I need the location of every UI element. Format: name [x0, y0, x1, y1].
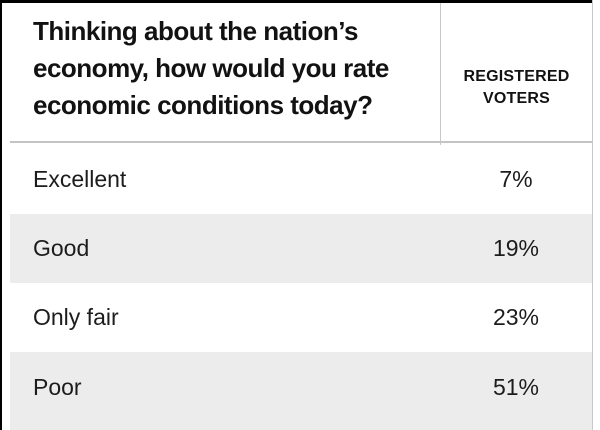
row-value: 51%: [492, 374, 540, 400]
table-body: Excellent 7% Good 19% Only fair 23% Poor…: [10, 145, 592, 430]
table-row: Good 19%: [10, 214, 592, 283]
row-value: 23%: [492, 304, 540, 330]
table-row: Excellent 7%: [10, 145, 592, 214]
row-value: 19%: [492, 235, 540, 261]
column-header-registered-voters: REGISTERED VOTERS: [463, 68, 570, 107]
header-rule: [10, 141, 592, 143]
question-text: Thinking about the nation’s economy, how…: [33, 16, 389, 120]
row-label: Only fair: [33, 304, 119, 330]
table-row: Poor 51%: [10, 352, 592, 430]
table-row: Only fair 23%: [10, 283, 592, 352]
row-label: Good: [33, 235, 90, 261]
table-left-edge: [0, 0, 2, 430]
table-top-rule: [0, 0, 592, 3]
row-label: Poor: [33, 374, 82, 400]
row-value: 7%: [499, 166, 533, 192]
table-right-rule: [592, 0, 593, 430]
row-label: Excellent: [33, 166, 127, 192]
